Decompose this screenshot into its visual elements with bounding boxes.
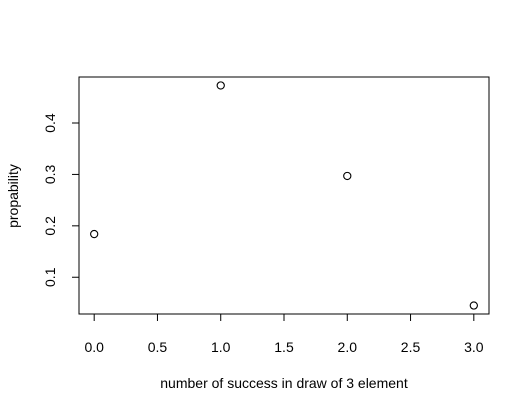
x-tick-label: 2.5	[401, 339, 421, 355]
x-axis-label: number of success in draw of 3 element	[160, 375, 408, 391]
y-axis-label: propability	[5, 164, 21, 228]
y-tick-label: 0.2	[42, 216, 58, 236]
x-tick-label: 2.0	[338, 339, 358, 355]
x-tick-label: 1.5	[274, 339, 294, 355]
y-tick-label: 0.3	[42, 164, 58, 184]
x-tick-label: 1.0	[211, 339, 231, 355]
x-tick-label: 3.0	[464, 339, 484, 355]
y-tick-label: 0.4	[42, 113, 58, 133]
y-tick-label: 0.1	[42, 267, 58, 287]
x-tick-label: 0.5	[148, 339, 168, 355]
x-tick-label: 0.0	[84, 339, 104, 355]
